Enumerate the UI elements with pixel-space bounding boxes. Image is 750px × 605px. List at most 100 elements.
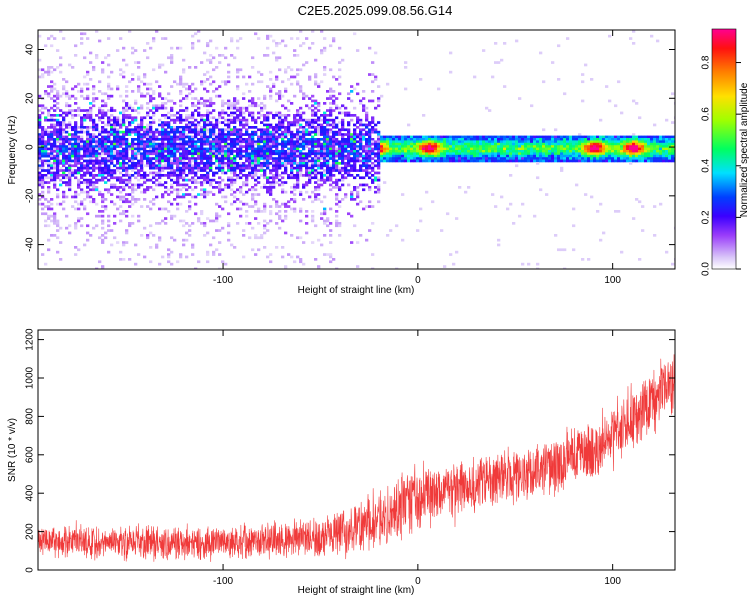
spectrogram-cell [77,171,81,175]
spectrogram-cell [182,128,186,132]
spectrogram-cell [221,164,225,168]
spectrogram-cell [518,152,522,156]
spectrogram-cell [53,171,57,175]
spectrogram-cell [314,75,318,79]
spectrogram-cell [296,181,300,184]
spectrogram-cell [434,159,438,163]
spectrogram-cell [113,152,117,156]
spectrogram-cell [68,166,72,170]
spectrogram-cell [95,147,99,151]
spectrogram-cell [599,135,603,139]
spectrogram-cell [323,46,327,50]
spectrogram-cell [233,104,237,108]
spectrogram-cell [386,135,390,139]
spectrogram-cell [578,135,582,139]
spectrogram-cell [416,159,420,163]
spectrogram-cell [89,195,93,199]
spectrogram-cell [185,210,189,213]
spectrogram-cell [197,130,201,134]
spectrogram-cell [338,152,342,156]
spectrogram-cell [170,171,174,175]
spectrogram-cell [257,140,261,144]
spectrogram-cell [227,159,231,163]
spectrogram-cell [146,126,150,129]
spectrogram-cell [56,250,60,254]
spectrogram-cell [272,126,276,129]
spectrogram-cell [581,159,585,163]
spectrogram-cell [590,78,594,81]
spectrogram-cell [98,138,102,141]
spectrogram-cell [257,236,261,240]
spectrogram-cell [602,140,606,144]
spectrogram-cell [248,142,252,146]
spectrogram-cell [524,142,528,146]
spectrogram-cell [143,82,147,86]
spectrogram-cell [554,150,558,153]
spectrogram-cell [353,159,357,163]
spectrogram-cell [641,205,645,208]
spectrogram-cell [158,152,162,156]
spectrogram-cell [56,222,60,225]
spectrogram-cell [533,214,537,218]
spectrogram-cell [203,123,207,127]
spectrogram-cell [317,145,321,148]
spectrogram-cell [260,138,264,141]
spectrogram-cell [188,87,192,91]
spectrogram-cell [296,162,300,165]
spectrogram-cell [110,186,114,189]
spectrogram-cell [215,123,219,127]
spectrogram-cell [179,176,183,180]
spectrogram-cell [107,157,111,160]
spectrogram-cell [494,42,498,45]
spectrogram-cell [401,145,405,148]
spectrogram-cell [257,169,261,172]
spectrogram-cell [311,171,315,175]
spectrogram-cell [284,87,288,91]
spectrogram-cell [272,133,276,136]
spectrogram-cell [272,135,276,139]
spectrogram-cell [158,118,162,122]
spectrogram-cell [122,162,126,165]
spectrogram-cell [191,157,195,160]
spectrogram-cell [509,147,513,151]
spectrogram-cell [293,157,297,160]
spectrogram-cell [65,111,69,115]
spectrogram-cell [509,154,513,158]
spectrogram-cell [383,140,387,144]
spectrogram-cell [446,150,450,153]
spectrogram-cell [614,157,618,160]
spectrogram-cell [233,133,237,136]
spectrogram-cell [209,157,213,160]
spectrogram-cell [350,138,354,141]
spectrogram-cell [251,138,255,141]
spectrogram-cell [359,176,363,180]
spectrogram-cell [191,253,195,256]
spectrogram-cell [506,152,510,156]
spectrogram-cell [158,181,162,184]
spectrogram-cell [359,121,363,124]
spectrogram-cell [152,111,156,115]
spectrogram-cell [488,152,492,156]
spectrogram-cell [446,145,450,148]
spectrogram-cell [356,82,360,86]
spectrogram-cell [323,157,327,160]
spectrogram-cell [152,202,156,206]
spectrogram-cell [653,154,657,158]
spectrogram-cell [236,150,240,153]
spectrogram-cell [68,171,72,175]
spectrogram-cell [161,135,165,139]
spectrogram-cell [263,157,267,160]
spectrogram-cell [176,260,180,264]
spectrogram-cell [323,128,327,132]
spectrogram-cell [71,126,75,129]
spectrogram-cell [293,114,297,117]
spectrogram-cell [122,140,126,144]
spectrogram-cell [635,152,639,156]
spectrogram-cell [425,150,429,153]
spectrogram-cell [194,104,198,108]
spectrogram-cell [161,147,165,151]
spectrogram-cell [314,150,318,153]
spectrogram-cell [611,145,615,148]
spectrogram-cell [548,154,552,158]
spectrogram-cell [338,147,342,151]
